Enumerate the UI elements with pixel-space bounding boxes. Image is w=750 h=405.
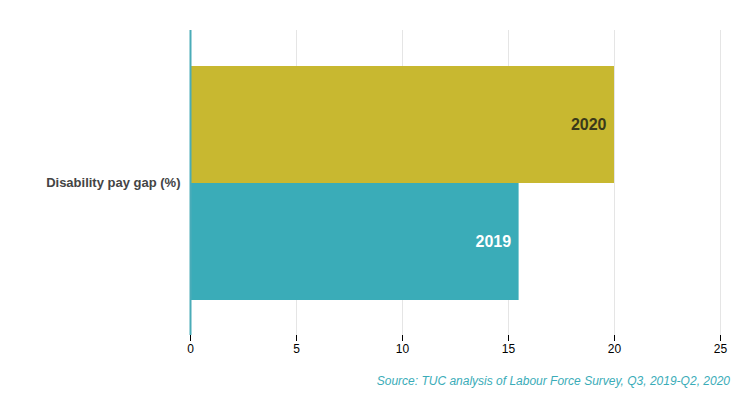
svg-text:25: 25 [714, 342, 728, 356]
svg-text:5: 5 [293, 342, 300, 356]
svg-text:0: 0 [187, 342, 194, 356]
svg-text:10: 10 [396, 342, 410, 356]
html-text:Source: TUC analysis of Labour: Source: TUC analysis of Labour Force Sur… [376, 374, 730, 388]
svg-text:2020: 2020 [571, 116, 607, 133]
svg-text:Disability pay gap (%): Disability pay gap (%) [46, 175, 180, 190]
svg-text:2019: 2019 [476, 233, 512, 250]
svg-text:15: 15 [502, 342, 516, 356]
svg-text:20: 20 [608, 342, 622, 356]
